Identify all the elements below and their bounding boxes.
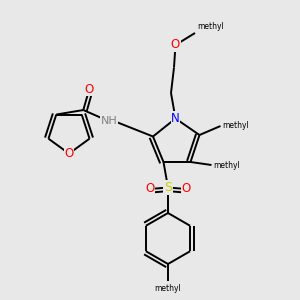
Text: methyl: methyl — [222, 122, 249, 130]
Text: O: O — [171, 38, 180, 52]
Text: methyl: methyl — [213, 160, 240, 169]
Text: methyl: methyl — [197, 22, 224, 31]
Text: N: N — [171, 112, 180, 125]
Text: S: S — [164, 181, 172, 194]
Text: O: O — [85, 82, 94, 95]
Text: O: O — [146, 182, 154, 196]
Text: O: O — [182, 182, 190, 196]
Text: methyl: methyl — [154, 284, 182, 293]
Text: NH: NH — [100, 116, 117, 125]
Text: O: O — [64, 147, 74, 160]
